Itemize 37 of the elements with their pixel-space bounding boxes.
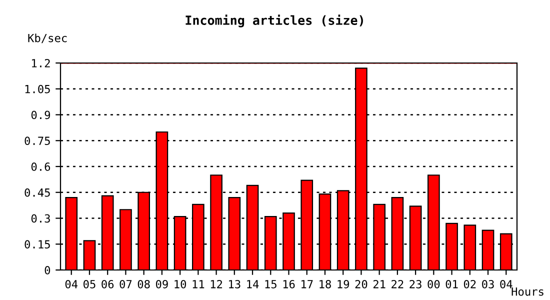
x-tick-label: 01 bbox=[446, 280, 458, 288]
x-tick-label: 08 bbox=[138, 280, 150, 288]
x-tick-label: 02 bbox=[464, 280, 476, 288]
y-tick-label: 1.2 bbox=[32, 59, 50, 68]
y-tick-label: 0.9 bbox=[31, 110, 50, 120]
x-tick-label: 12 bbox=[210, 280, 222, 288]
x-tick-label: 09 bbox=[156, 280, 168, 288]
x-tick-label: 07 bbox=[120, 280, 132, 288]
x-tick-label: 06 bbox=[102, 280, 114, 288]
x-tick-label: 13 bbox=[229, 280, 240, 288]
x-tick-label: 04 bbox=[500, 280, 512, 288]
x-tick-label: 15 bbox=[265, 280, 276, 288]
x-tick-label: 19 bbox=[338, 280, 350, 288]
x-tick-label: 05 bbox=[84, 280, 96, 288]
x-tick-label: 20 bbox=[355, 280, 368, 288]
x-tick-label: 11 bbox=[192, 280, 204, 288]
x-tick-label: 17 bbox=[302, 280, 313, 288]
y-tick-label: 0.75 bbox=[24, 136, 50, 146]
y-tick-label: 0.45 bbox=[24, 188, 50, 197]
x-tick-label: 03 bbox=[482, 280, 494, 288]
y-tick-label: 0.15 bbox=[24, 240, 50, 249]
x-tick-label: 04 bbox=[65, 280, 78, 288]
x-tick-label: 14 bbox=[247, 280, 259, 288]
x-tick-label: 23 bbox=[410, 280, 422, 288]
y-tick-label: 0.3 bbox=[31, 214, 50, 223]
y-tick-label: 1.05 bbox=[25, 84, 50, 94]
x-tick-label: 18 bbox=[320, 280, 331, 288]
x-tick-label: 16 bbox=[283, 280, 295, 288]
x-axis-title: Hours bbox=[512, 287, 544, 296]
x-tick-label: 22 bbox=[392, 280, 404, 288]
x-tick-label: 10 bbox=[174, 280, 186, 288]
chart-title: Incoming articles (size) bbox=[186, 14, 363, 28]
y-tick-label: 0 bbox=[44, 266, 50, 274]
x-tick-label: 21 bbox=[373, 280, 386, 288]
y-tick-label: 0.6 bbox=[31, 162, 50, 171]
y-axis-title: Kb/sec bbox=[28, 34, 67, 44]
x-tick-label: 00 bbox=[428, 280, 440, 288]
